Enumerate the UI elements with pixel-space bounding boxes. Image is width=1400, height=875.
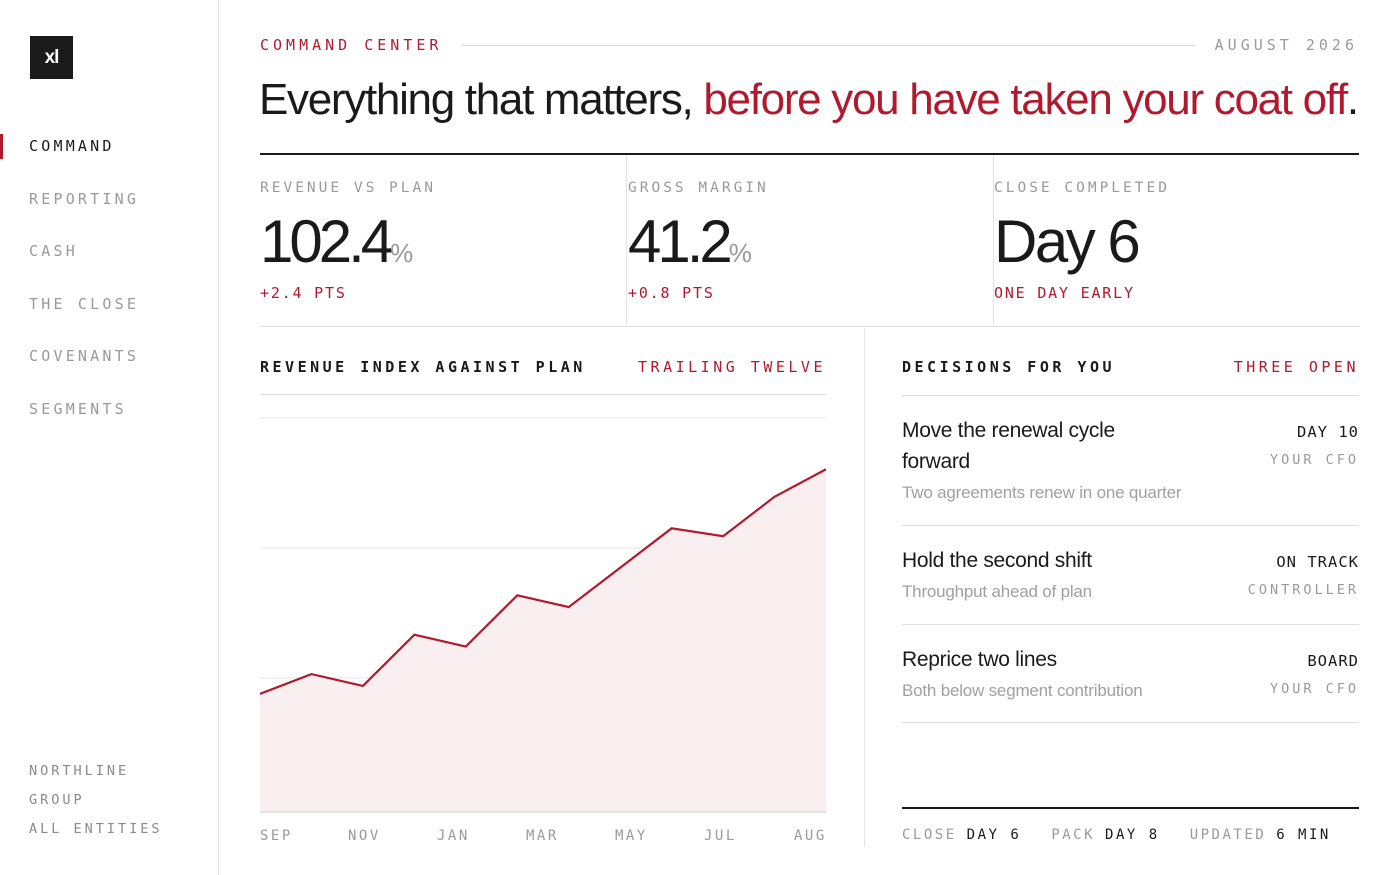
decision-item[interactable]: Move the renewal cycle forward Two agree… xyxy=(902,395,1359,525)
footer-label: PACK xyxy=(1051,827,1096,843)
decision-item[interactable]: Reprice two lines Both below segment con… xyxy=(902,624,1359,723)
chart-x-axis: SEP NOV JAN MAR MAY JUL AUG xyxy=(260,828,826,846)
revenue-chart xyxy=(260,417,826,813)
kpi-label: REVENUE VS PLAN xyxy=(260,180,436,196)
chart-x-tick-label: AUG xyxy=(794,828,827,844)
main-nav: COMMAND REPORTING CASH THE CLOSE COVENAN… xyxy=(0,120,218,435)
decision-subtitle: Both below segment contribution xyxy=(902,681,1143,700)
revenue-chart-panel: REVENUE INDEX AGAINST PLAN TRAILING TWEL… xyxy=(260,328,826,853)
decision-item[interactable]: Hold the second shift Throughput ahead o… xyxy=(902,525,1359,624)
chart-range-tag[interactable]: TRAILING TWELVE xyxy=(638,358,826,376)
chart-x-tick-label: MAR xyxy=(526,828,559,844)
kpi-number: 41.2 xyxy=(628,208,733,275)
kpi-close-completed[interactable]: CLOSE COMPLETED Day 6 ONE DAY EARLY xyxy=(993,155,1359,326)
entity-name-line1: NORTHLINE xyxy=(29,763,130,779)
kpi-delta: ONE DAY EARLY xyxy=(994,284,1135,302)
kpi-delta: +0.8 PTS xyxy=(628,284,715,302)
decision-owner: YOUR CFO xyxy=(1269,452,1359,468)
kpi-value: 41.2% xyxy=(628,207,752,276)
kpi-unit: % xyxy=(728,238,752,268)
page-headline: Everything that matters, before you have… xyxy=(259,75,1359,125)
decisions-panel: DECISIONS FOR YOU THREE OPEN Move the re… xyxy=(902,328,1359,853)
headline-end: . xyxy=(1346,75,1359,124)
nav-item-covenants[interactable]: COVENANTS xyxy=(29,347,140,366)
chart-x-tick-label: JUL xyxy=(704,828,737,844)
chart-area-fill xyxy=(260,469,826,812)
decision-title: Reprice two lines xyxy=(902,648,1057,671)
kpi-number: Day 6 xyxy=(994,208,1141,275)
decision-owner: YOUR CFO xyxy=(1269,681,1359,697)
kpi-revenue-vs-plan[interactable]: REVENUE VS PLAN 102.4% +2.4 PTS xyxy=(260,155,626,326)
kpi-delta: +2.4 PTS xyxy=(260,284,347,302)
kpi-label: GROSS MARGIN xyxy=(628,180,769,196)
footer-value: 6 MIN xyxy=(1276,827,1331,843)
footer-value: DAY 8 xyxy=(1105,827,1160,843)
decisions-count: THREE OPEN xyxy=(1233,358,1359,376)
entity-name-line2: GROUP xyxy=(29,792,85,808)
sidebar: xl COMMAND REPORTING CASH THE CLOSE COVE… xyxy=(0,0,219,875)
entity-selector[interactable]: NORTHLINE GROUP ALL ENTITIES xyxy=(29,757,163,844)
decisions-title: DECISIONS FOR YOU xyxy=(902,358,1116,376)
kpi-label: CLOSE COMPLETED xyxy=(994,180,1170,196)
decision-title: Move the renewal cycle forward xyxy=(902,419,1115,473)
nav-item-command[interactable]: COMMAND xyxy=(0,120,218,173)
decision-subtitle: Two agreements renew in one quarter xyxy=(902,483,1182,502)
kpi-row: REVENUE VS PLAN 102.4% +2.4 PTS GROSS MA… xyxy=(260,155,1359,327)
nav-item-cash[interactable]: CASH xyxy=(29,242,78,261)
decisions-footer-rule xyxy=(902,807,1359,809)
decision-subtitle: Throughput ahead of plan xyxy=(902,582,1092,601)
decisions-list: Move the renewal cycle forward Two agree… xyxy=(902,395,1359,723)
chart-series-line xyxy=(260,468,826,695)
page-eyebrow: COMMAND CENTER xyxy=(260,36,443,54)
chart-x-tick-label: MAY xyxy=(615,828,648,844)
nav-item-the-close[interactable]: THE CLOSE xyxy=(29,294,140,313)
chart-title: REVENUE INDEX AGAINST PLAN xyxy=(260,358,586,376)
chart-x-tick-label: JAN xyxy=(437,828,470,844)
chart-x-tick-label: NOV xyxy=(348,828,381,844)
entity-scope: ALL ENTITIES xyxy=(29,821,163,837)
nav-item-segments[interactable]: SEGMENTS xyxy=(29,399,127,418)
decision-owner: CONTROLLER xyxy=(1247,582,1359,598)
status-footer: CLOSE DAY 6 PACK DAY 8 UPDATED 6 MIN xyxy=(902,827,1331,843)
panel-divider xyxy=(864,328,865,846)
footer-label: CLOSE xyxy=(902,827,957,843)
kpi-unit: % xyxy=(390,238,414,268)
footer-updated: UPDATED 6 MIN xyxy=(1190,827,1331,843)
kpi-number: 102.4 xyxy=(260,208,394,275)
headline-accent: before you have taken your coat off xyxy=(703,75,1348,124)
footer-close: CLOSE DAY 6 xyxy=(902,827,1021,843)
chart-header-rule xyxy=(260,394,826,395)
header-divider xyxy=(462,44,1195,46)
footer-label: UPDATED xyxy=(1189,827,1267,843)
kpi-value: Day 6 xyxy=(994,207,1141,276)
decision-title: Hold the second shift xyxy=(902,549,1092,572)
decisions-header: DECISIONS FOR YOU THREE OPEN xyxy=(902,358,1359,376)
headline-rule xyxy=(260,153,1359,155)
period-date: AUGUST 2026 xyxy=(1214,36,1358,54)
footer-pack: PACK DAY 8 xyxy=(1051,827,1159,843)
headline-plain: Everything that matters, xyxy=(259,75,694,124)
nav-item-reporting[interactable]: REPORTING xyxy=(29,189,140,208)
decision-status: BOARD xyxy=(1307,652,1359,670)
decision-status: ON TRACK xyxy=(1276,553,1359,571)
decision-status: DAY 10 xyxy=(1297,423,1359,441)
chart-x-tick-label: SEP xyxy=(260,828,293,844)
kpi-value: 102.4% xyxy=(260,207,413,276)
page-header-bar: COMMAND CENTER AUGUST 2026 xyxy=(260,34,1358,56)
footer-value: DAY 6 xyxy=(966,827,1022,843)
kpi-gross-margin[interactable]: GROSS MARGIN 41.2% +0.8 PTS xyxy=(626,155,993,326)
app-logo[interactable]: xl xyxy=(30,36,73,79)
chart-panel-header: REVENUE INDEX AGAINST PLAN TRAILING TWEL… xyxy=(260,358,826,376)
